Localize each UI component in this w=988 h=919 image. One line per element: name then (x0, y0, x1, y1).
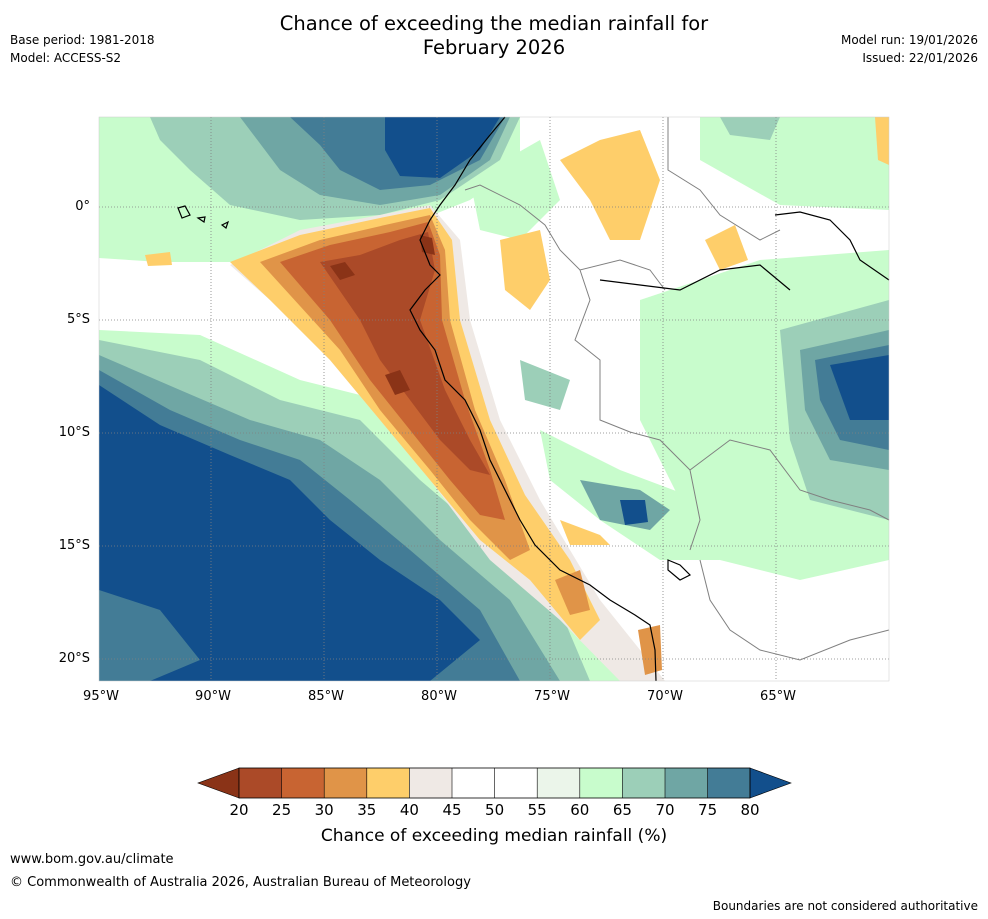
colorbar-tick-70: 70 (655, 801, 675, 819)
colorbar-50-55 (494, 768, 538, 798)
lat-label-20s: 20°S (58, 651, 90, 666)
coastline-pacific (409, 116, 657, 682)
colorbar-tick-40: 40 (399, 801, 419, 819)
colorbar-45-50 (452, 768, 495, 798)
lat-label-0: 0° (75, 199, 90, 214)
title-line-2: February 2026 (422, 36, 566, 59)
colorbar-tick-30: 30 (314, 801, 334, 819)
contour-inland-80a (620, 500, 648, 525)
coastlines (177, 116, 890, 682)
colorbar-title: Chance of exceeding median rainfall (%) (320, 826, 668, 846)
meta-left: Base period: 1981-2018 Model: ACCESS-S2 (10, 31, 155, 67)
lon-label-95w: 95°W (83, 689, 119, 704)
contour-east-80 (830, 355, 889, 420)
contour-south-75b (99, 590, 200, 681)
colorbar-tick-20: 20 (229, 801, 249, 819)
colorbar-tick-80: 80 (740, 801, 760, 819)
meta-right: Model run: 19/01/2026 Issued: 22/01/2026 (841, 31, 978, 67)
map-title: Chance of exceeding the median rainfall … (0, 12, 988, 60)
lat-label-10s: 10°S (58, 425, 90, 440)
gridlines (99, 117, 889, 681)
colorbar-above-80 (749, 767, 792, 799)
colorbar-tick-45: 45 (442, 801, 462, 819)
colorbar-tick-50: 50 (485, 801, 505, 819)
colorbar-55-60 (537, 768, 580, 798)
lon-label-75w: 75°W (534, 689, 570, 704)
lon-label-85w: 85°W (308, 689, 344, 704)
galapagos-islands (177, 205, 230, 229)
title-line-1: Chance of exceeding the median rainfall … (279, 12, 709, 35)
lat-label-5s: 5°S (66, 312, 90, 327)
coastline-amazon-river (599, 264, 791, 291)
lon-label-70w: 70°W (647, 689, 683, 704)
contour-dry-ne2-35 (875, 117, 889, 165)
footer-copyright: © Commonwealth of Australia 2026, Austra… (10, 875, 471, 890)
contour-dry-north-35 (560, 130, 660, 240)
issued-date: Issued: 22/01/2026 (862, 51, 978, 65)
colorbar-tick-25: 25 (272, 801, 292, 819)
contour-north-65 (720, 117, 780, 140)
contour-dry-south-30 (555, 570, 662, 675)
colorbar-35-40 (366, 768, 410, 798)
contour-dry-nw-35 (145, 252, 172, 266)
lon-label-80w: 80°W (421, 689, 457, 704)
colorbar-20-25 (239, 768, 282, 798)
map-field (99, 117, 889, 681)
coastline-amazon (774, 211, 890, 281)
model-name: Model: ACCESS-S2 (10, 51, 122, 65)
colorbar-25-30 (281, 768, 325, 798)
contour-inland-65b (520, 360, 570, 410)
colorbar-65-70 (622, 768, 665, 798)
colorbar-tick-60: 60 (570, 801, 590, 819)
contour-north-60 (700, 117, 889, 210)
footer-url[interactable]: www.bom.gov.au/climate (10, 852, 174, 867)
colorbar-75-80 (707, 768, 750, 798)
lat-label-15s: 15°S (58, 538, 90, 553)
footer-disclaimer: Boundaries are not considered authoritat… (712, 899, 978, 913)
colorbar-tick-65: 65 (612, 801, 632, 819)
contour-ocean-80 (385, 117, 500, 178)
contour-south-80 (99, 385, 480, 681)
colorbar-40-45 (409, 768, 452, 798)
base-period: Base period: 1981-2018 (10, 33, 155, 47)
colorbar-below-20 (197, 767, 240, 799)
colorbar-tick-35: 35 (357, 801, 377, 819)
colorbar-60-65 (579, 768, 623, 798)
contour-dry-35-strip (560, 520, 610, 545)
lon-label-65w: 65°W (760, 689, 796, 704)
map-frame (98, 116, 890, 682)
colorbar-tick-75: 75 (698, 801, 718, 819)
contour-dry-ne-35 (705, 225, 748, 270)
lake-titicaca (667, 559, 692, 581)
model-run: Model run: 19/01/2026 (840, 33, 978, 47)
colorbar-70-75 (665, 768, 708, 798)
contour-inland-60c (470, 140, 560, 240)
lon-label-90w: 90°W (195, 689, 231, 704)
country-boundaries (464, 117, 890, 661)
contour-dry-20 (320, 232, 490, 475)
colorbar (197, 767, 792, 799)
colorbar-30-35 (324, 768, 367, 798)
colorbar-tick-55: 55 (527, 801, 547, 819)
contour-dry-andes-35 (500, 230, 550, 310)
